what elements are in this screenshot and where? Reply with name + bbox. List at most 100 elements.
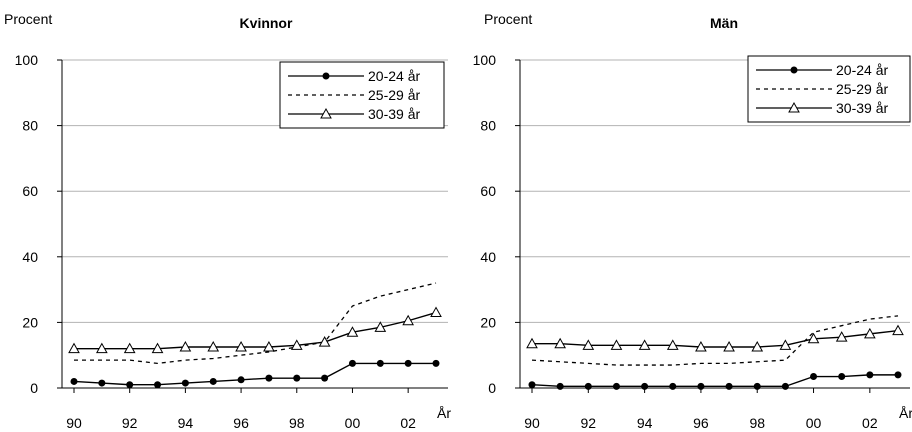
data-point bbox=[582, 339, 595, 350]
data-point bbox=[838, 373, 846, 381]
data-point bbox=[98, 379, 106, 387]
y-tick-label: 60 bbox=[480, 183, 496, 199]
y-tick-label: 40 bbox=[22, 249, 38, 265]
legend: 20-24 år 25-29 år 30-39 år bbox=[279, 61, 445, 129]
data-point bbox=[695, 340, 707, 352]
x-axis-label: År bbox=[899, 405, 912, 421]
x-axis-label: År bbox=[437, 405, 451, 421]
data-point bbox=[209, 377, 217, 385]
x-tick-label: 90 bbox=[66, 415, 82, 431]
x-tick-label: 96 bbox=[693, 415, 709, 431]
data-point bbox=[641, 382, 649, 390]
data-point bbox=[346, 326, 359, 337]
data-point bbox=[835, 331, 848, 342]
data-point bbox=[894, 371, 902, 379]
data-point bbox=[402, 314, 415, 326]
data-point bbox=[788, 101, 800, 113]
data-point bbox=[638, 339, 651, 350]
x-tick-label: 00 bbox=[345, 415, 361, 431]
data-point bbox=[666, 339, 679, 350]
data-point bbox=[751, 340, 764, 352]
data-point bbox=[526, 337, 538, 349]
data-point bbox=[432, 359, 440, 367]
data-point bbox=[265, 374, 273, 382]
data-point bbox=[320, 107, 332, 119]
y-tick-label: 60 bbox=[22, 183, 38, 199]
data-point bbox=[781, 382, 789, 390]
data-point bbox=[263, 340, 275, 352]
data-point bbox=[866, 371, 874, 379]
data-point bbox=[95, 342, 108, 354]
data-point bbox=[612, 382, 620, 390]
chart-title: Män bbox=[710, 15, 738, 31]
data-point bbox=[181, 379, 189, 387]
chart-title: Kvinnor bbox=[240, 15, 293, 31]
data-point bbox=[374, 321, 387, 332]
legend-label: 25-29 år bbox=[836, 81, 888, 97]
data-point bbox=[154, 381, 162, 389]
y-tick-label: 0 bbox=[488, 380, 496, 396]
series-solid-dot bbox=[70, 359, 440, 389]
y-tick-label: 80 bbox=[480, 118, 496, 134]
y-tick-label: 20 bbox=[22, 314, 38, 330]
legend: 20-24 år 25-29 år 30-39 år bbox=[747, 55, 911, 123]
series-line bbox=[73, 362, 436, 386]
y-tick-label: 100 bbox=[15, 52, 39, 68]
x-tick-label: 90 bbox=[524, 415, 540, 431]
data-point bbox=[430, 306, 442, 318]
data-point bbox=[318, 336, 331, 347]
data-point bbox=[123, 342, 136, 354]
data-point bbox=[697, 382, 705, 390]
data-point bbox=[807, 332, 820, 344]
data-point bbox=[810, 373, 818, 381]
x-tick-label: 94 bbox=[637, 415, 653, 431]
data-point bbox=[725, 382, 733, 390]
legend-label: 20-24 år bbox=[836, 62, 888, 78]
data-point bbox=[584, 382, 592, 390]
data-point bbox=[348, 359, 356, 367]
data-point bbox=[322, 72, 330, 80]
data-point bbox=[126, 381, 134, 389]
x-tick-label: 98 bbox=[289, 415, 305, 431]
data-point bbox=[723, 340, 735, 352]
data-point bbox=[376, 359, 384, 367]
data-point bbox=[554, 337, 567, 349]
y-tick-label: 20 bbox=[480, 314, 496, 330]
x-tick-label: 92 bbox=[122, 415, 138, 431]
chart-man: 0 20 40 60 80 100 90 92 94 96 98 00 02 Procent År Män 20… bbox=[473, 11, 912, 431]
y-tick-label: 100 bbox=[473, 52, 497, 68]
data-point bbox=[863, 327, 876, 339]
data-point bbox=[235, 340, 247, 352]
data-point bbox=[669, 382, 677, 390]
x-tick-label: 02 bbox=[862, 415, 878, 431]
x-tick-label: 00 bbox=[806, 415, 822, 431]
data-point bbox=[556, 382, 564, 390]
data-point bbox=[321, 374, 329, 382]
data-point bbox=[528, 381, 536, 389]
data-point bbox=[68, 342, 80, 354]
data-point bbox=[404, 359, 412, 367]
series-solid-triangle bbox=[526, 324, 904, 352]
series-solid-dot bbox=[528, 371, 902, 390]
series-dashed bbox=[74, 282, 437, 365]
data-point bbox=[151, 342, 164, 354]
data-point bbox=[892, 324, 904, 336]
series-line bbox=[531, 374, 898, 388]
y-tick-label: 0 bbox=[30, 380, 38, 396]
series-line bbox=[532, 329, 899, 348]
data-point bbox=[70, 377, 78, 385]
x-tick-label: 92 bbox=[581, 415, 597, 431]
x-tick-label: 96 bbox=[233, 415, 249, 431]
legend-label: 30-39 år bbox=[368, 106, 420, 122]
data-point bbox=[779, 339, 792, 350]
legend-label: 25-29 år bbox=[368, 87, 420, 103]
series-solid-triangle bbox=[68, 306, 442, 354]
chart-kvinnor: 0 20 40 60 80 100 90 92 94 96 98 00 02 Procent År Kvinn… bbox=[4, 11, 451, 431]
data-point bbox=[753, 382, 761, 390]
data-point bbox=[290, 339, 303, 350]
legend-label: 20-24 år bbox=[368, 68, 420, 84]
series-line bbox=[74, 282, 437, 365]
legend-label: 30-39 år bbox=[836, 100, 888, 116]
y-tick-label: 40 bbox=[480, 249, 496, 265]
data-point bbox=[293, 374, 301, 382]
